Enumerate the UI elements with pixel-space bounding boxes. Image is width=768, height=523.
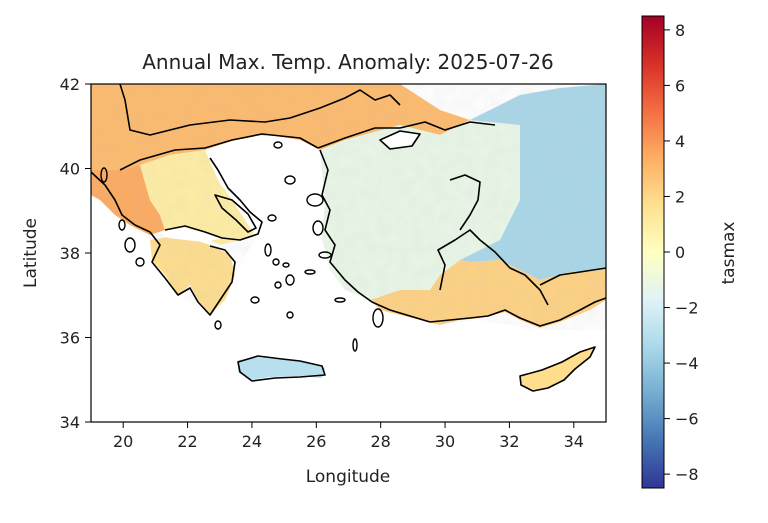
island-rhodes: [372, 308, 384, 328]
island-skyros: [267, 214, 277, 222]
island-corfu: [100, 167, 108, 183]
colorbar-tick-label: 4: [675, 132, 685, 151]
x-tick-label: 26: [306, 432, 326, 451]
colorbar-tick-label: −4: [675, 354, 699, 373]
gulf-of-corinth: [160, 228, 222, 242]
island-santorini: [286, 311, 294, 319]
x-tick-label: 28: [371, 432, 391, 451]
island-limnos: [284, 175, 296, 185]
balkan-border-line: [119, 84, 401, 136]
y-tick-label: 34: [60, 413, 80, 432]
crete-coast: [237, 355, 326, 382]
eastern-border: [449, 174, 481, 231]
island-lefkada: [118, 219, 126, 231]
region-crete: [238, 357, 325, 380]
marmara-coast: [379, 130, 421, 150]
island-kos: [334, 297, 346, 303]
island-mykonos: [282, 262, 290, 268]
island-samos: [318, 251, 332, 259]
y-tick-label: 36: [60, 329, 80, 348]
x-tick-label: 32: [499, 432, 519, 451]
y-tick-label: 42: [60, 75, 80, 94]
region-cyprus: [520, 348, 595, 390]
island-andros: [264, 243, 272, 257]
x-axis-ticks: 20 22 24 26 28 30 32 34: [113, 422, 584, 451]
islands: [100, 141, 384, 352]
island-milos: [250, 296, 260, 304]
x-axis-label: Longitude: [306, 467, 391, 487]
island-chios: [312, 220, 324, 236]
x-tick-label: 24: [242, 432, 262, 451]
x-tick-label: 20: [113, 432, 133, 451]
colorbar-tick-label: −2: [675, 299, 699, 318]
colorbar-tick-label: −8: [675, 465, 699, 484]
greece-north-border: [119, 133, 319, 171]
anatolia-aegean-coast: [319, 149, 431, 323]
y-tick-label: 40: [60, 160, 80, 179]
thrace-coast: [317, 121, 496, 149]
island-tinos: [272, 258, 280, 266]
aegean-sea: [205, 135, 380, 350]
colorbar-tick-label: 6: [675, 76, 685, 95]
x-tick-label: 22: [177, 432, 197, 451]
island-karpathos: [352, 338, 358, 352]
colorbar-label: tasmax: [719, 222, 739, 285]
western-greece-coast: [91, 171, 236, 316]
euboea-coast: [214, 194, 257, 233]
x-tick-label: 30: [435, 432, 455, 451]
colorbar-gradient: [641, 15, 665, 489]
colorbar-tick-label: 2: [675, 187, 685, 206]
colorbar: 8 6 4 2 0 −2 −4 −6 −8 tasmax: [641, 15, 739, 489]
colorbar-tick-label: 0: [675, 243, 685, 262]
anatolia-south-coast: [429, 297, 606, 327]
colorbar-tick-label: 8: [675, 21, 685, 40]
island-thasos: [273, 141, 283, 149]
y-axis-ticks: 34 36 38 40 42: [60, 75, 91, 432]
island-kefalonia: [124, 237, 136, 253]
map-title: Annual Max. Temp. Anomaly: 2025-07-26: [142, 50, 554, 74]
turkey-inner-border: [437, 229, 549, 306]
island-naxos: [285, 274, 295, 286]
y-tick-label: 38: [60, 244, 80, 263]
map-plot-area: [91, 84, 606, 422]
island-kythira: [214, 320, 222, 330]
coastlines: [91, 84, 606, 392]
cyprus-coast: [519, 346, 596, 392]
x-tick-label: 34: [564, 432, 584, 451]
island-zakynthos: [135, 257, 145, 267]
y-axis-label: Latitude: [21, 218, 41, 288]
central-greece-coast: [164, 157, 263, 241]
island-lesbos: [306, 193, 324, 207]
colorbar-ticks: 8 6 4 2 0 −2 −4 −6 −8: [664, 21, 699, 484]
colorbar-tick-label: −6: [675, 410, 699, 429]
island-paros: [274, 281, 282, 289]
east-region-border: [539, 267, 606, 286]
data-grain-texture: [91, 84, 606, 330]
island-ikaria: [304, 269, 316, 275]
